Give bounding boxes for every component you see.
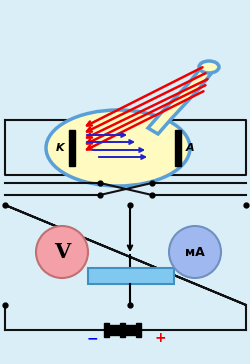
Bar xyxy=(126,325,134,335)
Ellipse shape xyxy=(198,61,218,73)
Bar xyxy=(120,323,124,337)
Text: +: + xyxy=(154,331,165,345)
Text: A: A xyxy=(185,143,194,153)
Bar xyxy=(174,130,180,166)
Bar xyxy=(104,323,108,337)
Bar xyxy=(88,268,173,284)
Text: K: K xyxy=(55,143,64,153)
Circle shape xyxy=(36,226,88,278)
Text: V: V xyxy=(54,242,70,262)
Bar xyxy=(110,325,118,335)
Text: −: − xyxy=(86,331,98,345)
Polygon shape xyxy=(148,64,213,134)
Bar xyxy=(136,323,140,337)
Ellipse shape xyxy=(46,110,189,186)
Text: мА: мА xyxy=(184,245,204,258)
Bar xyxy=(69,130,75,166)
Circle shape xyxy=(168,226,220,278)
